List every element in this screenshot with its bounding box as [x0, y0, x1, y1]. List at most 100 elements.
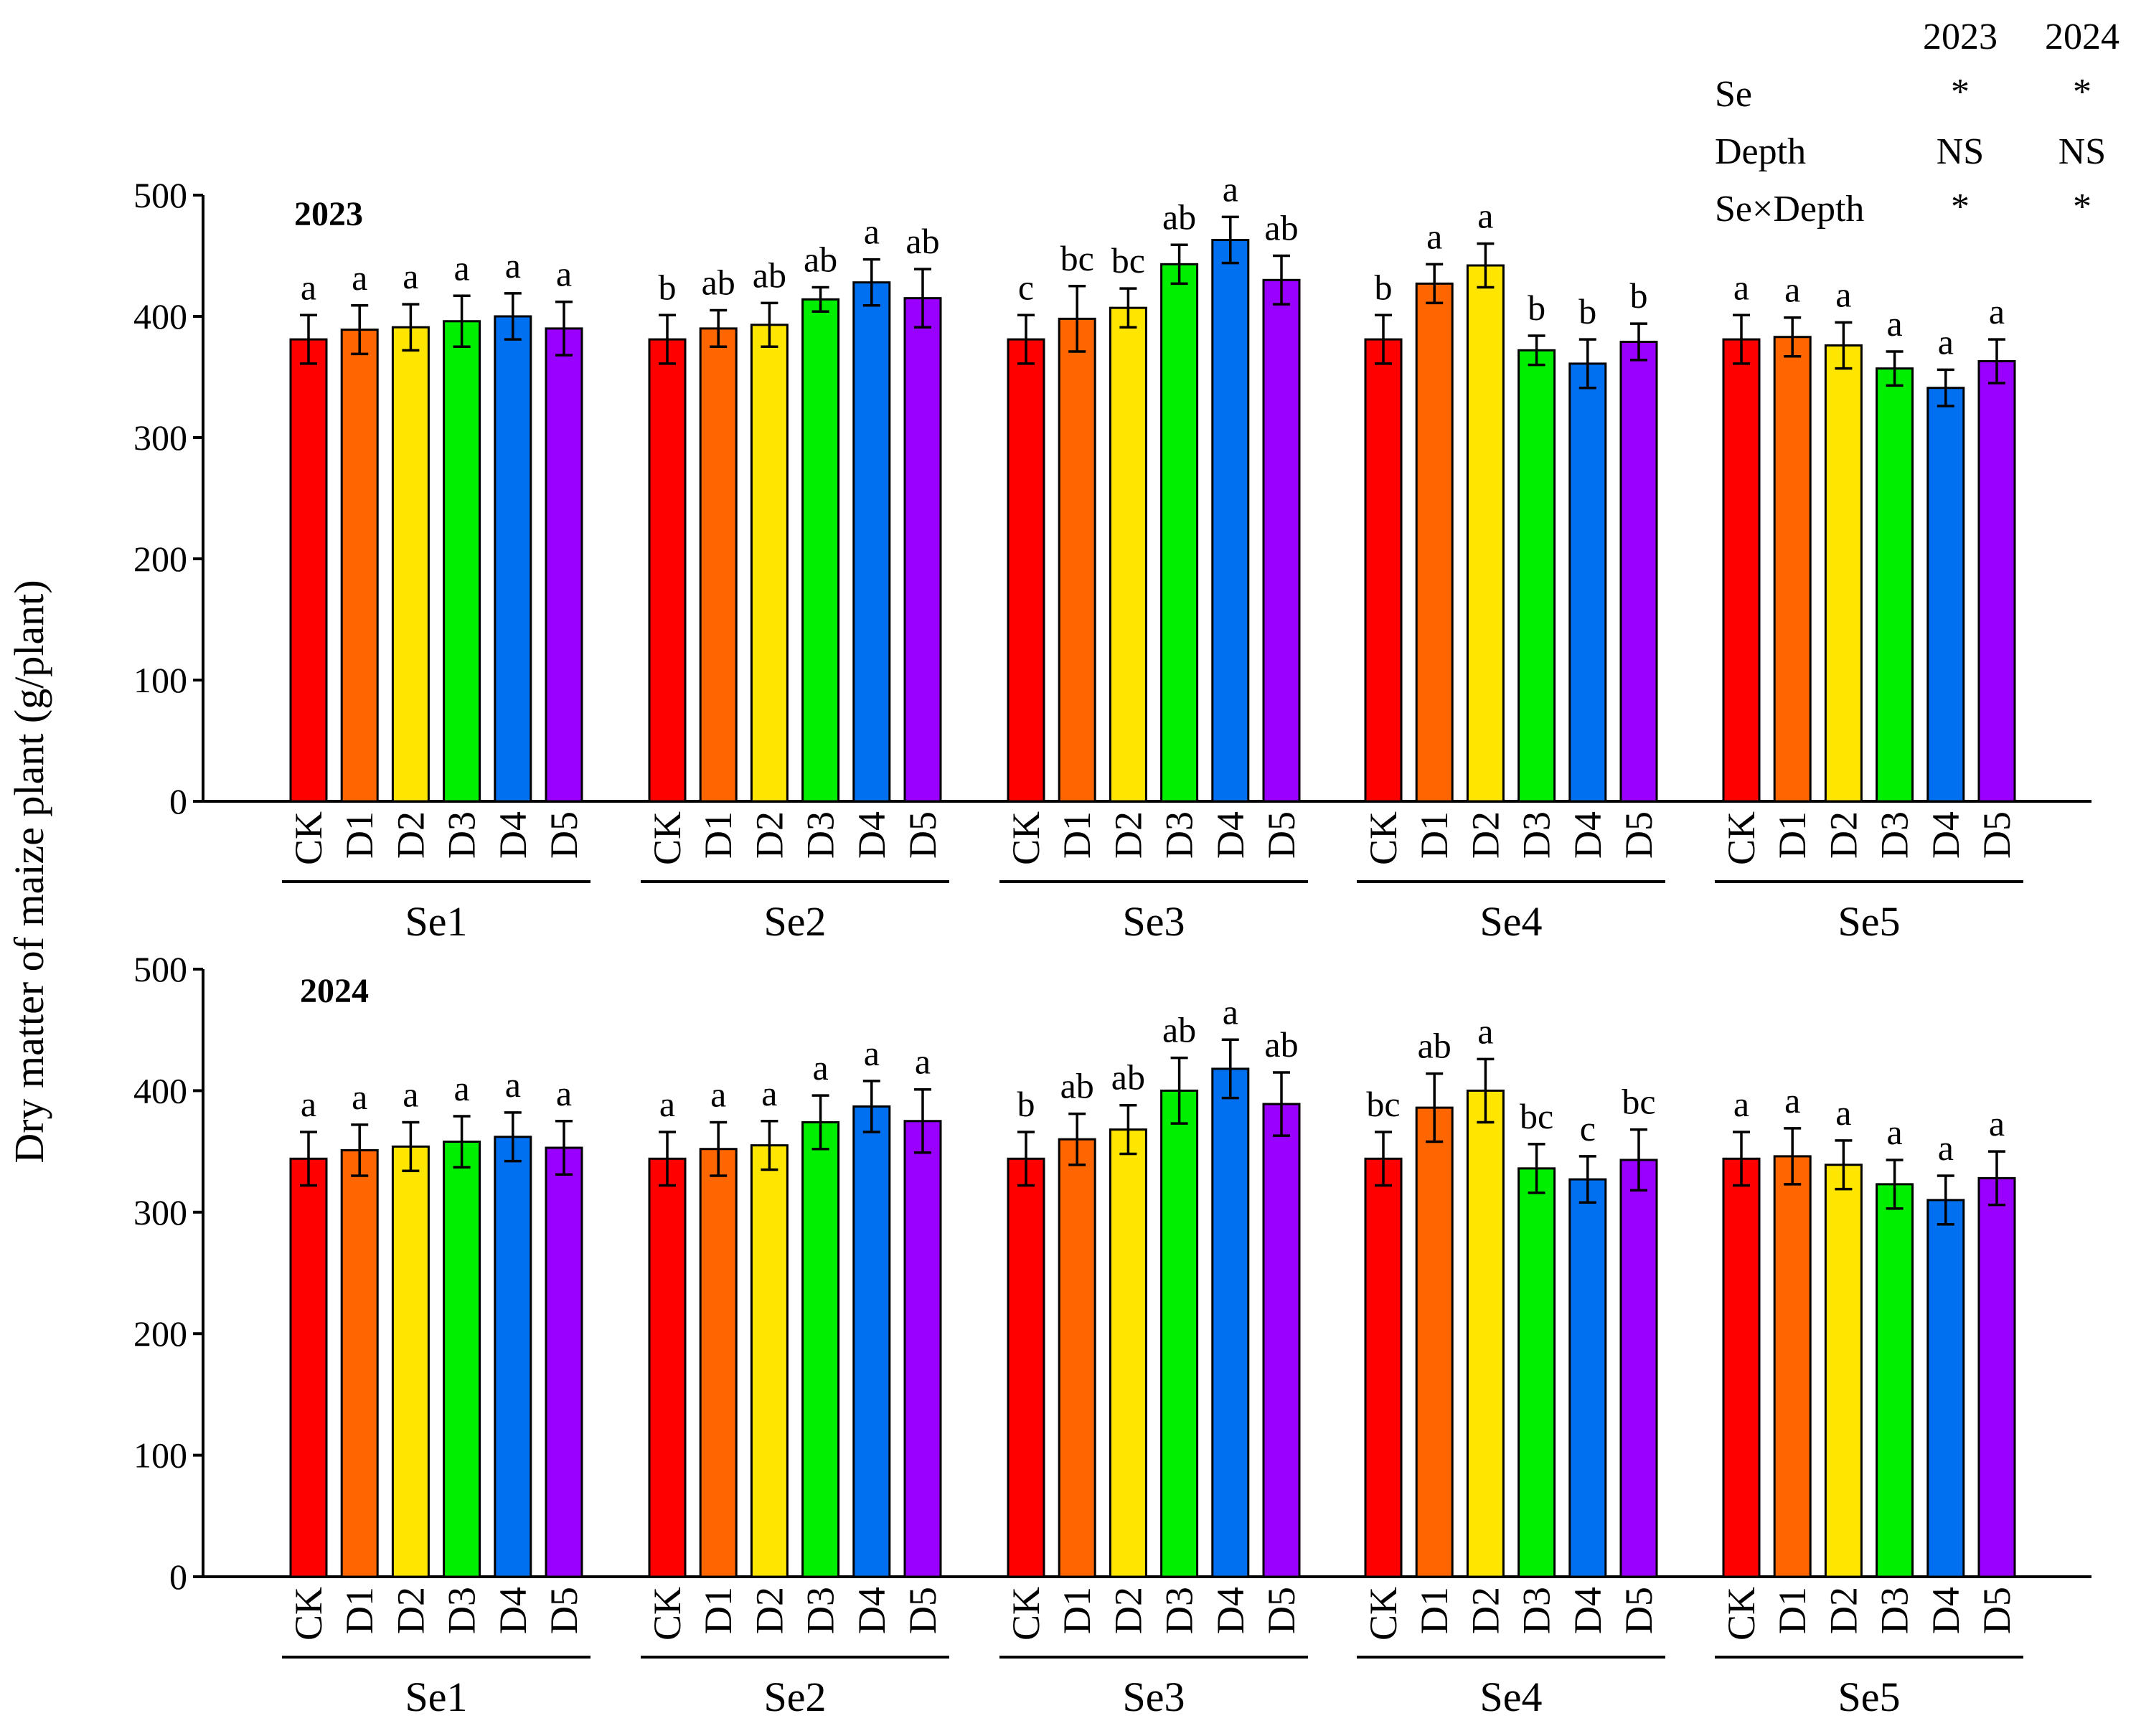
- significance-letter: a: [453, 247, 469, 288]
- significance-letter: a: [1886, 1112, 1902, 1152]
- category-tick-label: D5: [1975, 811, 2018, 859]
- bar: [289, 1157, 328, 1578]
- bar: [1211, 1067, 1250, 1578]
- bar: [1364, 338, 1403, 803]
- significance-letter: a: [1835, 1093, 1851, 1133]
- significance-letter: a: [1477, 196, 1493, 236]
- group-label: Se5: [1838, 898, 1901, 945]
- significance-letter: ab: [753, 255, 786, 295]
- significance-letter: c: [1018, 267, 1034, 307]
- significance-letter: a: [352, 1077, 367, 1117]
- stats-se-2023: *: [1951, 72, 1970, 113]
- significance-letter: a: [1223, 991, 1238, 1032]
- category-tick-label: CK: [1720, 1587, 1763, 1641]
- bar: [1517, 1167, 1556, 1578]
- group-label: Se4: [1480, 1674, 1543, 1720]
- category-tick-label: D4: [1924, 1587, 1967, 1634]
- category-tick-label: D1: [1771, 811, 1814, 859]
- category-tick-label: CK: [1004, 811, 1048, 865]
- y-tick-label: 500: [133, 175, 187, 215]
- bar: [1364, 1157, 1403, 1578]
- bar: [494, 315, 532, 803]
- y-axis-label: Dry matter of maize plant (g/plant): [6, 580, 52, 1163]
- bar: [1722, 338, 1761, 803]
- category-tick-label: D2: [748, 1587, 791, 1634]
- stats-interaction-2024: *: [2073, 187, 2091, 227]
- category-tick-label: D3: [1158, 1587, 1201, 1634]
- category-tick-label: D5: [1260, 811, 1303, 859]
- significance-letter: ab: [1162, 1010, 1196, 1050]
- category-tick-label: D1: [697, 811, 740, 859]
- bar: [648, 1157, 687, 1578]
- significance-letter: bc: [1060, 238, 1094, 278]
- stats-depth-2023: NS: [1937, 131, 1984, 172]
- category-tick-label: D1: [1413, 1587, 1456, 1634]
- category-tick-label: D1: [1055, 811, 1098, 859]
- stats-year-header-2024: 2024: [2045, 16, 2119, 57]
- stats-interaction-2023: *: [1951, 187, 1970, 227]
- stats-depth-2024: NS: [2058, 131, 2106, 172]
- bar: [750, 324, 789, 803]
- category-tick-label: D1: [1413, 811, 1456, 859]
- category-tick-label: D3: [1873, 1587, 1916, 1634]
- bar: [699, 327, 738, 803]
- category-tick-label: D5: [901, 1587, 944, 1634]
- stats-factor-depth: Depth: [1715, 131, 1806, 172]
- significance-letter: b: [1528, 288, 1545, 328]
- category-tick-label: D5: [1617, 811, 1660, 859]
- bar: [1160, 1089, 1199, 1578]
- category-tick-label: D4: [1209, 811, 1252, 859]
- significance-letter: a: [864, 212, 880, 252]
- significance-letter: b: [1630, 275, 1648, 316]
- category-tick-label: CK: [287, 811, 330, 865]
- category-tick-label: D4: [491, 1587, 535, 1634]
- category-tick-label: CK: [1004, 1587, 1048, 1641]
- y-tick-label: 200: [133, 539, 187, 579]
- significance-letter: bc: [1366, 1084, 1400, 1124]
- category-tick-label: D2: [1106, 811, 1149, 859]
- significance-letter: ab: [1264, 1024, 1298, 1065]
- bar: [1977, 1176, 2016, 1578]
- y-tick-label: 500: [133, 949, 187, 989]
- bar: [1211, 239, 1250, 803]
- bar: [289, 338, 328, 803]
- panel-title: 2023: [294, 195, 363, 233]
- significance-letter: ab: [1264, 208, 1298, 248]
- category-tick-label: D2: [1464, 1587, 1507, 1634]
- significance-letter: b: [1017, 1084, 1035, 1124]
- significance-letter: a: [505, 1065, 521, 1105]
- category-tick-label: D1: [1055, 1587, 1098, 1634]
- category-tick-label: CK: [1362, 1587, 1405, 1641]
- significance-letter: a: [403, 256, 418, 296]
- significance-letter: c: [1580, 1108, 1596, 1148]
- category-tick-label: D4: [1924, 811, 1967, 859]
- significance-letter: a: [659, 1084, 675, 1124]
- category-tick-label: D1: [338, 1587, 381, 1634]
- category-tick-label: D2: [389, 811, 432, 859]
- bar: [699, 1148, 738, 1578]
- significance-letter: ab: [1162, 197, 1196, 237]
- category-tick-label: D2: [1464, 811, 1507, 859]
- category-tick-label: CK: [1720, 811, 1763, 865]
- bar: [1722, 1157, 1761, 1578]
- significance-letter: a: [1886, 303, 1902, 344]
- category-tick-label: D1: [338, 811, 381, 859]
- significance-letter: a: [1733, 1084, 1749, 1124]
- significance-letter: a: [1784, 270, 1800, 310]
- bar: [545, 327, 583, 803]
- bar: [1109, 1128, 1147, 1578]
- bar: [1619, 1159, 1658, 1578]
- significance-letter: a: [1477, 1011, 1493, 1051]
- bar: [1824, 344, 1863, 803]
- y-tick-label: 100: [133, 1435, 187, 1476]
- significance-letter: ab: [702, 263, 735, 303]
- bar: [545, 1146, 583, 1578]
- significance-letter: ab: [1418, 1026, 1451, 1066]
- bar: [1466, 264, 1505, 803]
- category-tick-label: D2: [1822, 1587, 1865, 1634]
- significance-letter: a: [301, 267, 316, 307]
- panel-title: 2024: [300, 972, 369, 1010]
- category-tick-label: CK: [287, 1587, 330, 1641]
- significance-letter: a: [1426, 216, 1442, 256]
- significance-letter: a: [556, 1073, 572, 1113]
